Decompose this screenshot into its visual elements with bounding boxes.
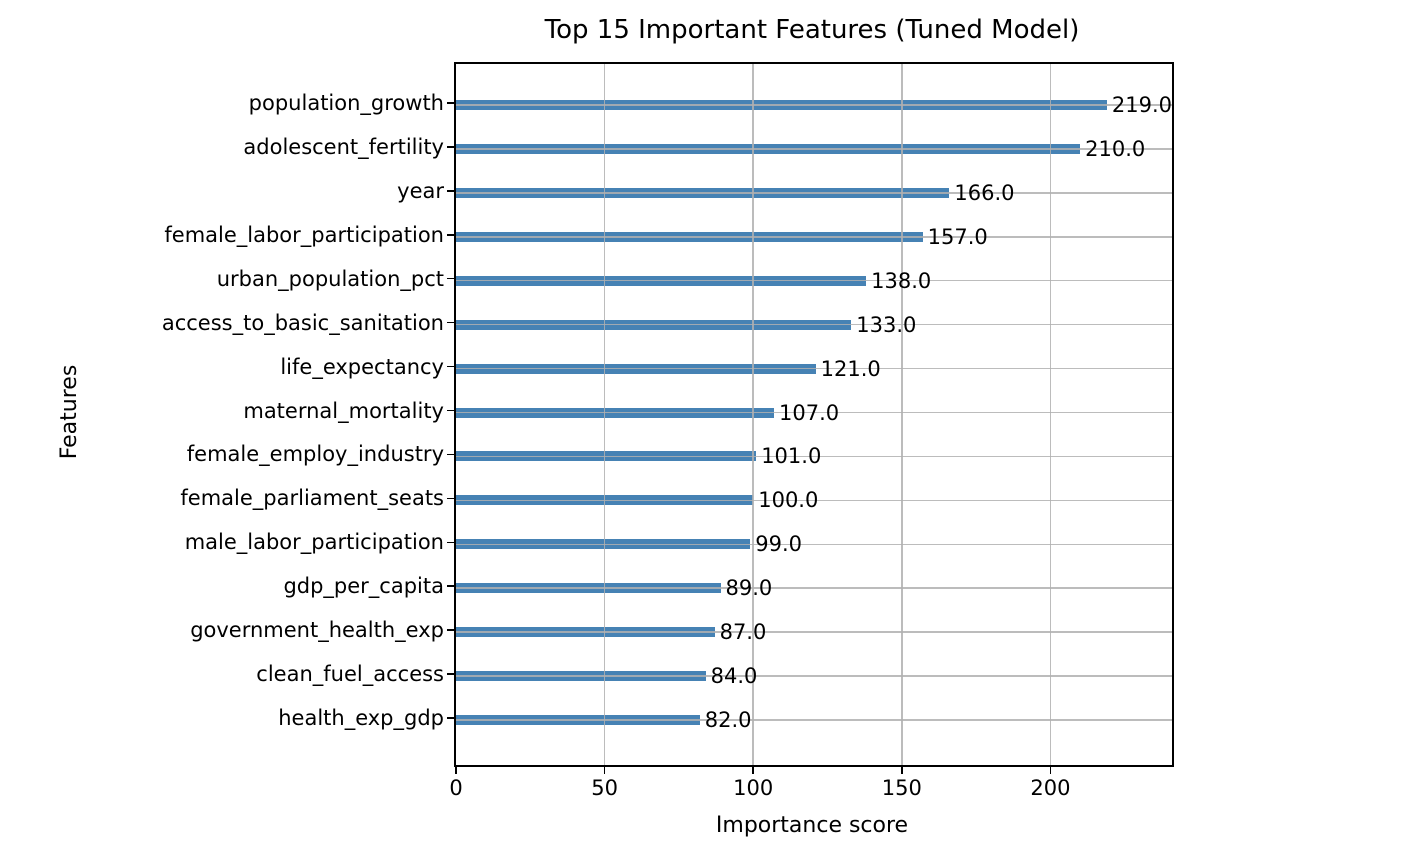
x-tick-label: 0 [449, 776, 463, 800]
x-tick-mark [1049, 767, 1052, 774]
y-tick-label: government_health_exp [190, 618, 444, 643]
y-tick-label: male_labor_participation [184, 530, 444, 555]
y-axis-label: Features [57, 364, 82, 460]
bar-value-label: 166.0 [954, 180, 1015, 205]
bar-value-label: 121.0 [820, 356, 881, 381]
bar-value-label: 133.0 [856, 312, 917, 337]
gridline-horizontal [456, 323, 1172, 326]
y-tick-mark [447, 453, 454, 456]
gridline-horizontal [456, 148, 1172, 150]
gridline-horizontal [456, 543, 1172, 546]
bar-value-label: 138.0 [871, 268, 932, 293]
y-tick-label: female_employ_industry [186, 442, 444, 467]
y-tick-mark [447, 409, 454, 412]
bar-value-label: 219.0 [1111, 93, 1173, 117]
y-tick-label: health_exp_gdp [278, 706, 444, 731]
y-tick-label: life_expectancy [280, 354, 444, 379]
y-tick-label: access_to_basic_sanitation [161, 310, 444, 335]
gridline-horizontal [456, 675, 1172, 677]
gridline-vertical [603, 64, 606, 765]
y-tick-label: adolescent_fertility [243, 134, 444, 159]
y-tick-mark [447, 190, 454, 192]
y-tick-mark [447, 146, 454, 148]
gridline-horizontal [456, 499, 1172, 502]
gridline-horizontal [456, 367, 1172, 370]
y-tick-mark [447, 673, 454, 675]
x-tick-mark [901, 767, 903, 774]
bar-value-label: 84.0 [710, 664, 758, 689]
gridline-horizontal [456, 104, 1172, 106]
gridline-horizontal [456, 719, 1172, 721]
gridline-horizontal [456, 631, 1172, 633]
y-tick-mark [447, 234, 454, 236]
x-tick-mark [603, 767, 606, 774]
gridline-horizontal [456, 192, 1172, 194]
x-tick-mark [455, 767, 457, 774]
y-tick-label: clean_fuel_access [256, 662, 444, 687]
gridline-horizontal [456, 279, 1172, 282]
x-axis-label: Importance score [715, 813, 909, 838]
y-tick-mark [447, 277, 454, 280]
gridline-horizontal [456, 411, 1172, 414]
y-tick-label: urban_population_pct [216, 266, 444, 291]
y-tick-mark [447, 629, 454, 631]
gridline-vertical [752, 64, 754, 765]
x-tick-mark [752, 767, 754, 774]
chart-title: Top 15 Important Features (Tuned Model) [544, 15, 1080, 45]
y-tick-label: year [397, 178, 444, 203]
y-tick-mark [447, 497, 454, 500]
bar-value-label: 99.0 [755, 532, 802, 557]
y-tick-mark [447, 321, 454, 324]
y-tick-mark [447, 365, 454, 368]
plot-area: 219.0 210.0 166.0 157.0 138.0 133.0 121.0 107.0… [454, 62, 1174, 767]
x-tick-label: 200 [1030, 776, 1071, 800]
bar-value-label: 101.0 [761, 444, 822, 469]
gridline-vertical [1049, 64, 1052, 765]
bar-value-label: 157.0 [927, 224, 988, 249]
y-tick-label: female_parliament_seats [180, 486, 444, 511]
y-tick-label: maternal_mortality [243, 398, 444, 423]
gridline-horizontal [456, 587, 1172, 589]
bar-value-label: 82.0 [704, 708, 752, 733]
y-tick-mark [447, 717, 454, 719]
bar-value-label: 210.0 [1085, 136, 1146, 161]
y-tick-label: female_labor_participation [164, 222, 444, 247]
y-tick-mark [447, 541, 454, 544]
bar-value-label: 107.0 [779, 400, 840, 425]
bar-value-label: 87.0 [719, 620, 767, 645]
gridline-vertical [901, 64, 903, 765]
bar-value-label: 89.0 [725, 576, 773, 601]
bar-value-label: 100.0 [758, 488, 819, 513]
x-tick-label: 100 [733, 776, 774, 800]
y-tick-label: population_growth [248, 91, 444, 115]
gridline-horizontal [456, 236, 1172, 238]
gridline-horizontal [456, 455, 1172, 458]
y-tick-label: gdp_per_capita [283, 574, 444, 599]
x-tick-label: 150 [881, 776, 922, 800]
y-tick-mark [447, 102, 454, 104]
x-tick-label: 50 [591, 776, 618, 800]
y-tick-mark [447, 585, 454, 587]
